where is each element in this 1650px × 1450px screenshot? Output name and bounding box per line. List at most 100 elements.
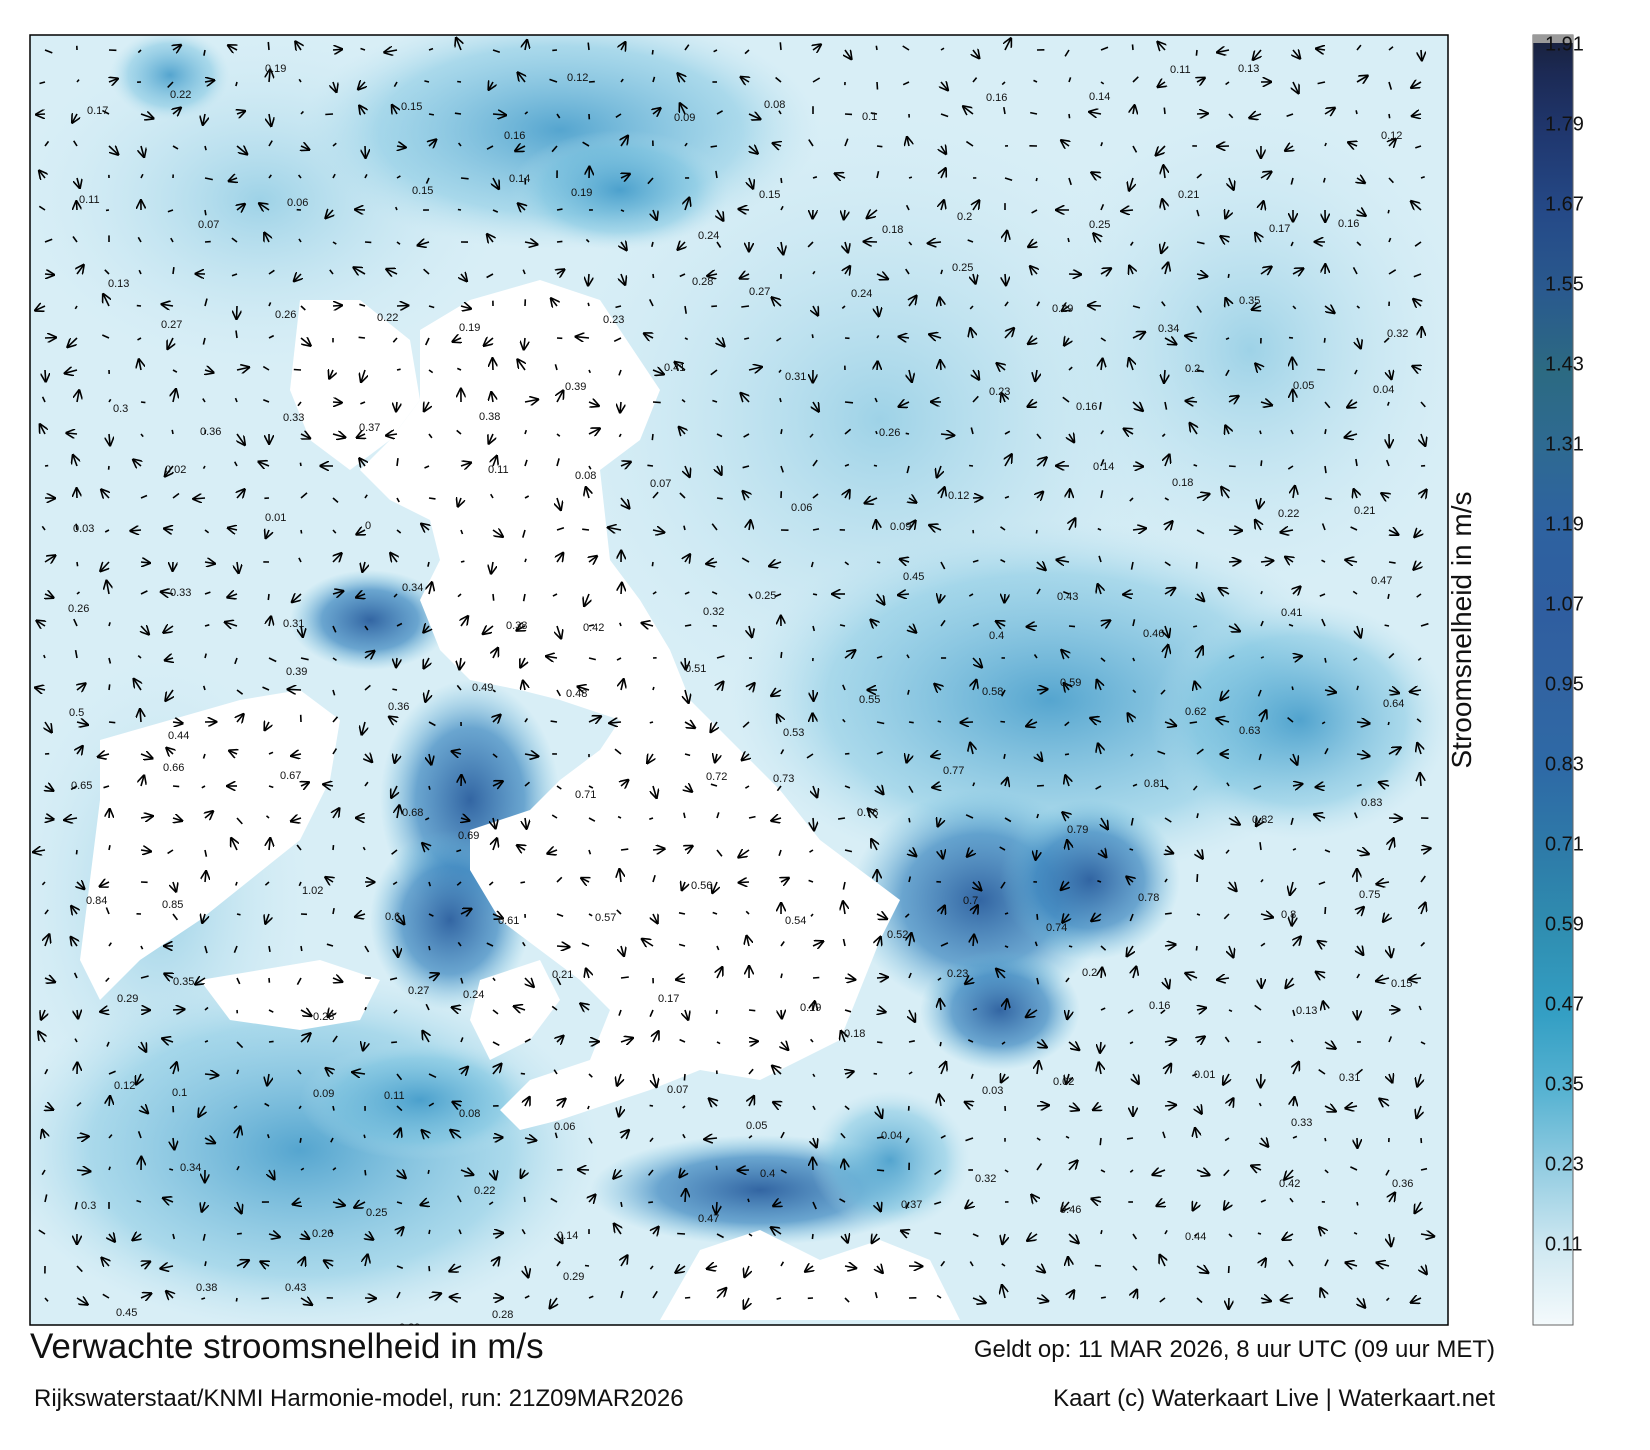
current-arrow xyxy=(940,361,941,371)
current-arrow xyxy=(167,849,174,855)
current-arrow xyxy=(905,1137,910,1144)
current-arrow xyxy=(1193,1233,1198,1237)
current-arrow xyxy=(423,1031,429,1043)
current-arrow xyxy=(1389,1233,1391,1246)
current-arrow xyxy=(1036,458,1046,466)
current-arrow xyxy=(1259,497,1261,508)
current-arrow xyxy=(653,1073,656,1087)
current-arrow xyxy=(966,978,974,984)
current-arrow xyxy=(772,1066,782,1074)
speed-value-label: 0.17 xyxy=(1269,223,1290,235)
current-arrow xyxy=(1063,914,1069,922)
current-arrow xyxy=(296,42,301,50)
current-arrow xyxy=(1126,1137,1134,1140)
current-arrow xyxy=(396,457,399,467)
current-arrow xyxy=(1318,1069,1326,1075)
current-arrow xyxy=(202,337,206,345)
current-arrow xyxy=(1318,881,1326,886)
current-arrow xyxy=(202,1201,205,1211)
current-arrow xyxy=(1164,1105,1176,1106)
current-arrow xyxy=(1421,49,1422,60)
current-arrow xyxy=(456,429,462,435)
current-arrow xyxy=(907,754,909,762)
current-arrow xyxy=(969,305,974,310)
current-arrow xyxy=(683,525,686,531)
current-arrow xyxy=(620,848,629,851)
current-arrow xyxy=(1377,882,1390,884)
current-arrow xyxy=(203,49,206,56)
current-arrow xyxy=(1098,585,1101,595)
current-arrow xyxy=(1004,945,1009,949)
current-arrow xyxy=(1064,721,1070,727)
current-arrow xyxy=(522,269,526,275)
current-arrow xyxy=(173,1137,174,1149)
current-arrow xyxy=(1003,1233,1006,1244)
current-arrow xyxy=(354,268,366,274)
speed-value-label: 0.39 xyxy=(565,381,586,393)
current-arrow xyxy=(138,269,142,275)
current-arrow xyxy=(520,881,526,884)
current-arrow xyxy=(937,720,942,723)
current-arrow xyxy=(1165,850,1173,853)
current-arrow xyxy=(715,170,718,179)
current-arrow xyxy=(1036,813,1040,819)
current-arrow xyxy=(457,593,462,598)
current-arrow xyxy=(813,785,817,797)
current-arrow xyxy=(1323,1002,1325,1010)
current-arrow xyxy=(453,338,461,342)
colorbar-tick-label: 0.11 xyxy=(1545,1233,1583,1256)
current-arrow xyxy=(652,401,661,404)
current-arrow xyxy=(492,782,502,787)
current-arrow xyxy=(300,529,303,534)
current-arrow xyxy=(1133,1073,1138,1083)
current-arrow xyxy=(1162,1131,1166,1139)
current-arrow xyxy=(780,1169,787,1174)
current-arrow xyxy=(1319,593,1326,597)
current-arrow xyxy=(1001,1074,1005,1082)
current-arrow xyxy=(1157,1202,1165,1206)
current-arrow xyxy=(876,171,880,179)
current-arrow xyxy=(586,969,589,979)
current-arrow xyxy=(1101,621,1110,626)
current-arrow xyxy=(524,558,527,563)
current-arrow xyxy=(1004,301,1009,307)
current-arrow xyxy=(1036,1137,1041,1141)
current-arrow xyxy=(941,1062,946,1075)
current-arrow xyxy=(300,1010,311,1016)
current-arrow xyxy=(844,785,851,789)
current-arrow xyxy=(1416,718,1422,723)
current-arrow xyxy=(1261,202,1263,210)
current-arrow xyxy=(1094,234,1101,242)
current-arrow xyxy=(1228,113,1234,119)
current-arrow xyxy=(1356,850,1368,854)
current-arrow xyxy=(584,593,589,606)
current-arrow xyxy=(810,913,814,917)
speed-value-label: 0.55 xyxy=(859,694,880,706)
current-arrow xyxy=(876,1136,884,1139)
current-arrow xyxy=(1420,875,1426,883)
current-arrow xyxy=(1261,711,1266,723)
current-arrow xyxy=(236,817,243,825)
current-arrow xyxy=(681,398,686,403)
current-arrow xyxy=(358,336,366,339)
current-arrow xyxy=(1324,108,1334,114)
current-arrow xyxy=(1389,945,1391,957)
current-arrow xyxy=(1388,652,1395,659)
current-arrow xyxy=(332,1202,344,1205)
current-arrow xyxy=(778,849,782,856)
current-arrow xyxy=(683,812,686,819)
speed-value-label: 0.11 xyxy=(488,464,509,476)
current-arrow xyxy=(844,849,853,853)
current-arrow xyxy=(109,79,117,82)
current-arrow xyxy=(770,562,782,566)
current-arrow xyxy=(971,329,974,339)
current-arrow xyxy=(1254,1004,1262,1011)
current-arrow xyxy=(365,1234,373,1239)
current-arrow xyxy=(940,298,941,306)
current-arrow xyxy=(1196,1297,1203,1304)
current-arrow xyxy=(905,268,910,275)
current-arrow xyxy=(556,785,562,790)
current-arrow xyxy=(972,1298,985,1303)
colorbar-tick-label: 0.59 xyxy=(1545,913,1584,936)
current-arrow xyxy=(1100,1041,1101,1052)
